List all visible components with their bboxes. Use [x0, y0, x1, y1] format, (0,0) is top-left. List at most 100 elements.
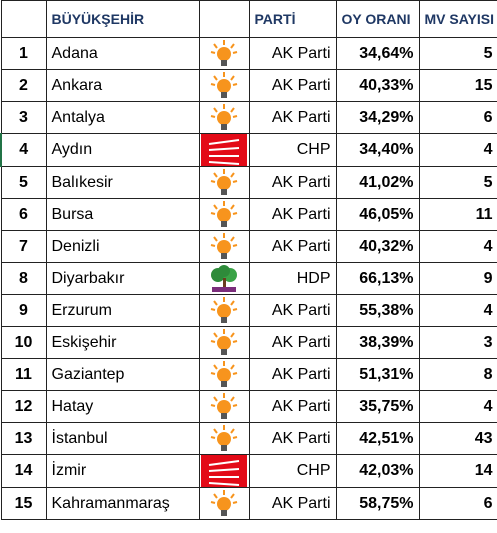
vote-share: 35,75% — [335, 390, 420, 423]
row: 9 Erzurum AK Parti 55,38% 4 — [0, 294, 497, 327]
vote-share: 34,64% — [335, 37, 420, 70]
party-logo — [198, 230, 250, 263]
row: 3 Antalya AK Parti 34,29% 6 — [0, 101, 497, 134]
party-logo — [198, 487, 250, 520]
seat-count: 15 — [418, 69, 497, 102]
row: 6 Bursa AK Parti 46,05% 11 — [0, 198, 497, 231]
seat-count: 6 — [418, 487, 497, 520]
party-logo — [198, 69, 250, 102]
header-cell: PARTİ — [248, 0, 337, 38]
row: 7 Denizli AK Parti 40,32% 4 — [0, 230, 497, 263]
city-name: Denizli — [45, 230, 200, 263]
party-name: AK Parti — [248, 422, 337, 455]
table-body: BÜYÜKŞEHİR PARTİ OY ORANI MV SAYISI 1 Ada… — [0, 0, 497, 520]
city-name: İstanbul — [45, 422, 200, 455]
row: 4 Aydın CHP 34,40% 4 — [0, 133, 497, 167]
party-logo — [198, 294, 250, 327]
seat-count: 6 — [418, 101, 497, 134]
city-name: Diyarbakır — [45, 262, 200, 295]
party-name: AK Parti — [248, 166, 337, 199]
city-name: Erzurum — [45, 294, 200, 327]
seat-count: 11 — [418, 198, 497, 231]
party-logo — [198, 326, 250, 359]
seat-count: 3 — [418, 326, 497, 359]
vote-share: 38,39% — [335, 326, 420, 359]
row-number: 10 — [0, 326, 47, 359]
row: 2 Ankara AK Parti 40,33% 15 — [0, 69, 497, 102]
city-name: Eskişehir — [45, 326, 200, 359]
row-number: 4 — [0, 133, 47, 167]
party-logo — [198, 166, 250, 199]
seat-count: 4 — [418, 133, 497, 167]
header-cell: MV SAYISI — [418, 0, 497, 38]
party-logo — [198, 390, 250, 423]
header-cell: OY ORANI — [335, 0, 420, 38]
row: 8 Diyarbakır HDP 66,13% 9 — [0, 262, 497, 295]
row: 15 Kahramanmaraş AK Parti 58,75% 6 — [0, 487, 497, 520]
party-logo — [198, 454, 250, 488]
party-logo — [198, 358, 250, 391]
vote-share: 66,13% — [335, 262, 420, 295]
row-number: 14 — [0, 454, 47, 488]
seat-count: 4 — [418, 390, 497, 423]
party-logo — [198, 37, 250, 70]
vote-share: 46,05% — [335, 198, 420, 231]
row-number: 2 — [0, 69, 47, 102]
row-number: 15 — [0, 487, 47, 520]
row: 12 Hatay AK Parti 35,75% 4 — [0, 390, 497, 423]
city-name: Aydın — [45, 133, 200, 167]
city-name: Balıkesir — [45, 166, 200, 199]
row: 13 İstanbul AK Parti 42,51% 43 — [0, 422, 497, 455]
row-number: 13 — [0, 422, 47, 455]
party-name: AK Parti — [248, 198, 337, 231]
vote-share: 34,29% — [335, 101, 420, 134]
party-logo — [198, 262, 250, 295]
header-cell — [198, 0, 250, 38]
party-logo — [198, 422, 250, 455]
city-name: İzmir — [45, 454, 200, 488]
vote-share: 40,33% — [335, 69, 420, 102]
party-name: AK Parti — [248, 326, 337, 359]
row: 14 İzmir CHP 42,03% 14 — [0, 454, 497, 488]
row-number: 6 — [0, 198, 47, 231]
seat-count: 8 — [418, 358, 497, 391]
party-logo — [198, 198, 250, 231]
header-row: BÜYÜKŞEHİR PARTİ OY ORANI MV SAYISI — [0, 0, 497, 38]
party-name: AK Parti — [248, 37, 337, 70]
party-name: AK Parti — [248, 487, 337, 520]
vote-share: 55,38% — [335, 294, 420, 327]
vote-share: 41,02% — [335, 166, 420, 199]
seat-count: 4 — [418, 230, 497, 263]
party-logo — [198, 101, 250, 134]
party-name: AK Parti — [248, 294, 337, 327]
party-logo — [198, 133, 250, 167]
seat-count: 43 — [418, 422, 497, 455]
party-name: HDP — [248, 262, 337, 295]
vote-share: 42,03% — [335, 454, 420, 488]
row-number: 8 — [0, 262, 47, 295]
vote-share: 34,40% — [335, 133, 420, 167]
seat-count: 9 — [418, 262, 497, 295]
party-name: AK Parti — [248, 390, 337, 423]
row: 5 Balıkesir AK Parti 41,02% 5 — [0, 166, 497, 199]
seat-count: 4 — [418, 294, 497, 327]
header-cell — [0, 0, 47, 38]
city-name: Kahramanmaraş — [45, 487, 200, 520]
city-name: Antalya — [45, 101, 200, 134]
city-name: Hatay — [45, 390, 200, 423]
row-number: 11 — [0, 358, 47, 391]
party-name: CHP — [248, 133, 337, 167]
seat-count: 5 — [418, 37, 497, 70]
city-name: Ankara — [45, 69, 200, 102]
header-cell: BÜYÜKŞEHİR — [45, 0, 200, 38]
row-number: 1 — [0, 37, 47, 70]
vote-share: 40,32% — [335, 230, 420, 263]
row-number: 7 — [0, 230, 47, 263]
vote-share: 58,75% — [335, 487, 420, 520]
vote-share: 42,51% — [335, 422, 420, 455]
city-name: Adana — [45, 37, 200, 70]
row-number: 5 — [0, 166, 47, 199]
party-name: AK Parti — [248, 69, 337, 102]
row: 1 Adana AK Parti 34,64% 5 — [0, 37, 497, 70]
